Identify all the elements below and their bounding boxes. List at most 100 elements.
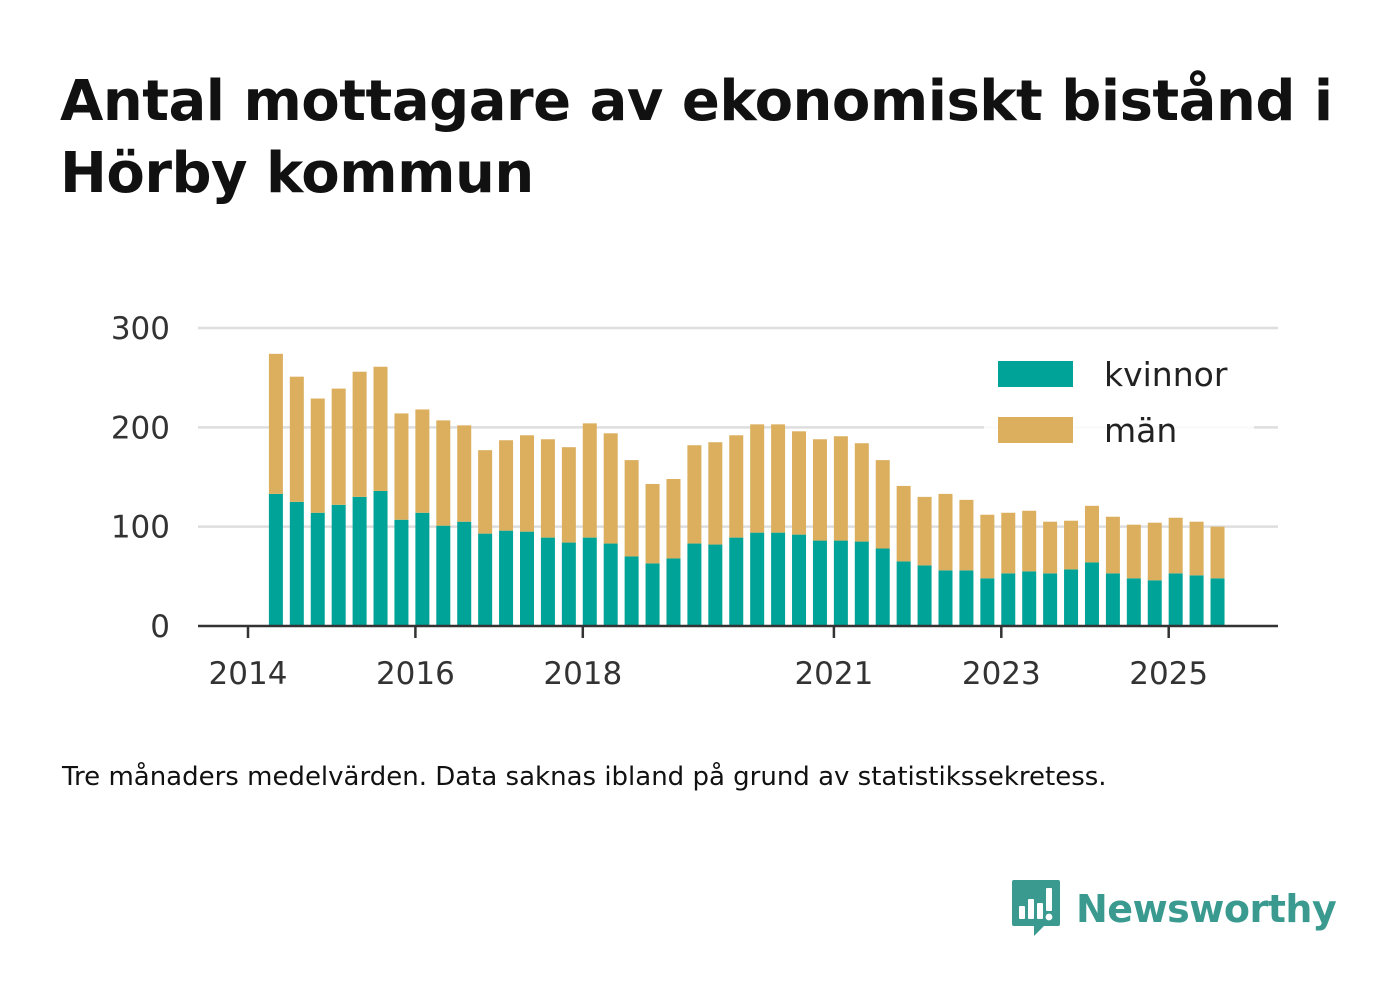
bar-kvinnor	[729, 537, 744, 626]
bar-kvinnor	[1105, 573, 1120, 626]
bar-kvinnor	[1126, 578, 1141, 626]
bar-man	[917, 496, 932, 566]
bar-kvinnor	[624, 556, 639, 626]
bar-kvinnor	[478, 533, 493, 626]
bar-man	[980, 514, 995, 579]
bar-man	[540, 439, 555, 538]
bar-kvinnor	[1001, 573, 1016, 626]
bar-kvinnor	[1064, 569, 1079, 626]
bar-man	[457, 425, 472, 522]
bar-man	[331, 388, 346, 505]
bar-man	[1189, 521, 1204, 576]
bar-man	[520, 435, 534, 532]
legend-label: kvinnor	[1104, 355, 1228, 394]
legend-swatch	[998, 361, 1073, 387]
bar-man	[1001, 512, 1016, 574]
bar-kvinnor	[708, 544, 723, 626]
x-tick-label: 2021	[794, 656, 873, 692]
bar-man	[1210, 526, 1225, 579]
bar-kvinnor	[561, 542, 576, 626]
bar-kvinnor	[310, 512, 325, 626]
x-tick-label: 2014	[209, 656, 288, 692]
bar-man	[289, 376, 304, 502]
chart-title: Antal mottagare av ekonomiskt bistånd i …	[60, 69, 1333, 206]
bar-man	[1168, 517, 1183, 574]
bar-man	[1105, 516, 1120, 574]
bar-man	[1022, 510, 1037, 572]
bar-kvinnor	[1189, 575, 1204, 626]
bar-man	[666, 478, 681, 559]
bar-man	[478, 450, 493, 534]
brand-name: Newsworthy	[1076, 887, 1337, 931]
bar-man	[959, 499, 974, 571]
bar-kvinnor	[854, 541, 869, 626]
bar-kvinnor	[520, 531, 534, 626]
bar-man	[268, 353, 283, 494]
y-axis: 0 100 200 300	[111, 311, 170, 645]
bar-kvinnor	[1043, 573, 1058, 626]
bar-man	[750, 424, 765, 533]
brand-logo: Newsworthy	[1010, 878, 1337, 940]
legend-swatch	[998, 417, 1073, 443]
bar-kvinnor	[289, 501, 304, 626]
bar-kvinnor	[582, 537, 597, 626]
bar-man	[792, 431, 807, 535]
bar-kvinnor	[352, 496, 367, 626]
bar-man	[561, 447, 576, 543]
bar-kvinnor	[373, 490, 388, 626]
x-tick-label: 2023	[962, 656, 1041, 692]
bar-man	[833, 436, 848, 541]
bars	[268, 353, 1225, 626]
bar-kvinnor	[268, 493, 283, 626]
x-tick-label: 2016	[376, 656, 455, 692]
bar-kvinnor	[1084, 562, 1099, 626]
bar-man	[1064, 520, 1079, 570]
bar-man	[729, 435, 744, 538]
bar-man	[1147, 522, 1162, 581]
bar-man	[708, 442, 723, 545]
bar-man	[603, 433, 618, 544]
bar-kvinnor	[750, 532, 765, 626]
bar-kvinnor	[833, 540, 848, 626]
y-tick-label: 0	[150, 609, 170, 645]
bar-man	[352, 371, 367, 497]
bar-kvinnor	[331, 504, 346, 626]
y-tick-label: 200	[111, 410, 170, 446]
bar-man	[687, 445, 702, 544]
bar-kvinnor	[603, 543, 618, 626]
bar-kvinnor	[980, 578, 995, 626]
bar-kvinnor	[959, 570, 974, 626]
bar-kvinnor	[792, 534, 807, 626]
bar-kvinnor	[394, 519, 409, 626]
stacked-bar-chart: 0 100 200 300 2014 2016 2018 2021 2023 2025 kvin…	[111, 311, 1278, 692]
bar-man	[854, 443, 869, 542]
bar-man	[875, 460, 890, 549]
bar-kvinnor	[540, 537, 555, 626]
bar-kvinnor	[812, 540, 827, 626]
bar-man	[771, 424, 786, 533]
bar-man	[645, 483, 660, 564]
bar-man	[1043, 521, 1058, 574]
bar-kvinnor	[1168, 573, 1183, 626]
bar-chart-speech-bubble-icon	[1012, 880, 1060, 936]
x-axis: 2014 2016 2018 2021 2023 2025	[198, 624, 1278, 692]
bar-man	[812, 439, 827, 541]
bar-man	[415, 409, 430, 513]
legend: kvinnor män	[984, 346, 1254, 458]
bar-man	[582, 423, 597, 538]
y-tick-label: 300	[111, 311, 170, 347]
bar-man	[310, 398, 325, 513]
bar-kvinnor	[436, 525, 451, 626]
bar-kvinnor	[457, 521, 472, 626]
bar-kvinnor	[875, 548, 890, 626]
bar-man	[896, 485, 911, 562]
bar-kvinnor	[499, 530, 514, 626]
legend-label: män	[1104, 411, 1177, 450]
bar-kvinnor	[666, 558, 681, 626]
bar-kvinnor	[415, 512, 430, 626]
bar-man	[1126, 524, 1141, 579]
x-tick-label: 2025	[1129, 656, 1208, 692]
bar-kvinnor	[687, 543, 702, 626]
y-tick-label: 100	[111, 510, 170, 546]
bar-man	[938, 493, 953, 571]
